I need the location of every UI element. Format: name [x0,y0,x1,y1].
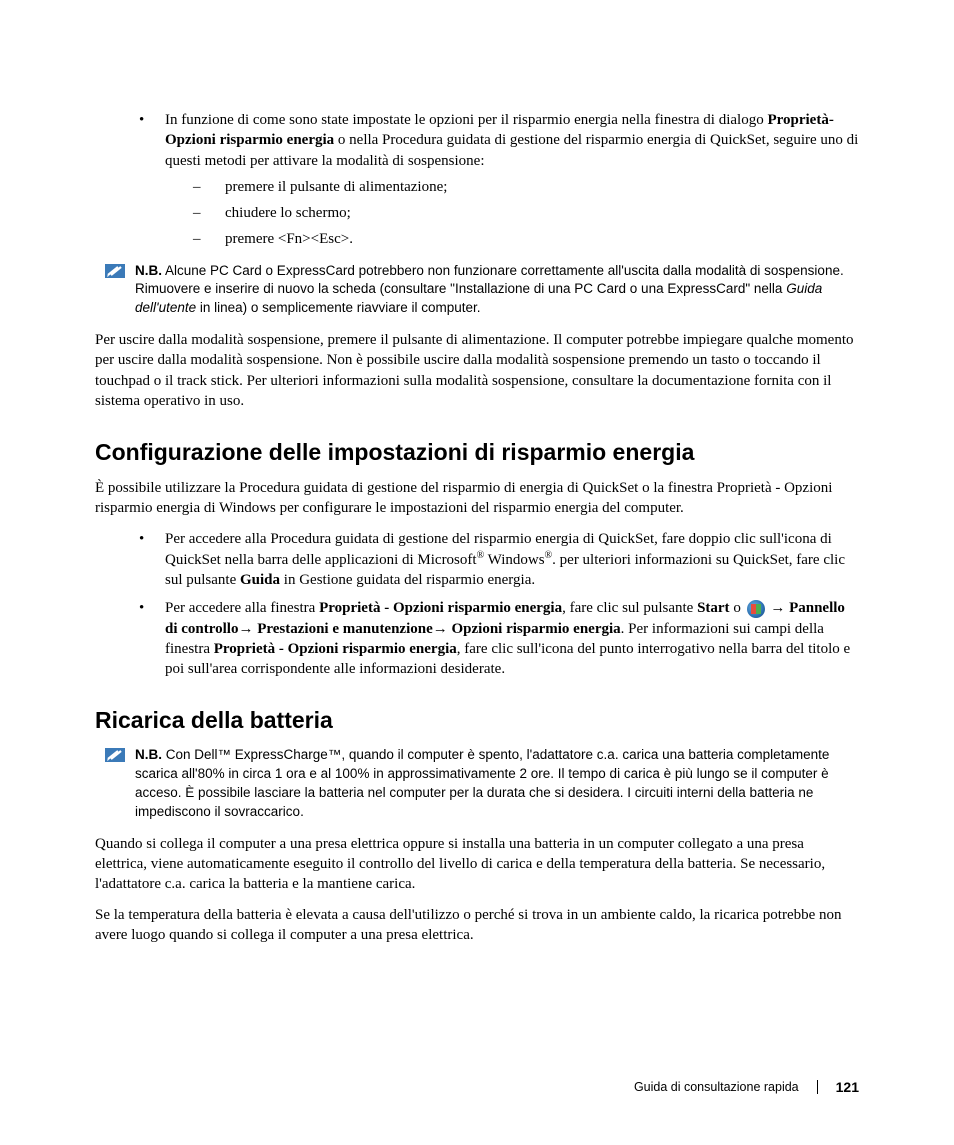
config-bullet-list: Per accedere alla Procedura guidata di g… [135,529,859,680]
text: Windows [484,552,544,568]
list-item: premere il pulsante di alimentazione; [193,177,859,197]
list-item: Per accedere alla finestra Proprietà - O… [135,598,859,679]
note-text: N.B. Alcune PC Card o ExpressCard potreb… [135,262,859,319]
body-paragraph: È possibile utilizzare la Procedura guid… [95,478,859,519]
body-paragraph: Quando si collega il computer a una pres… [95,834,859,895]
note-label: N.B. [135,747,162,762]
note-label: N.B. [135,263,162,278]
text: in Gestione guidata del risparmio energi… [280,572,535,588]
bold-text: Start [697,600,730,616]
note-text: N.B. Con Dell™ ExpressCharge™, quando il… [135,746,859,822]
text: , fare clic sul pulsante [562,600,697,616]
list-item: chiudere lo schermo; [193,203,859,223]
list-item: In funzione di come sono state impostate… [135,110,859,250]
section-heading-config: Configurazione delle impostazioni di ris… [95,439,859,466]
note-box: N.B. Alcune PC Card o ExpressCard potreb… [105,262,859,319]
text: in linea) o semplicemente riavviare il c… [196,300,480,315]
dash-sublist: premere il pulsante di alimentazione; ch… [193,177,859,250]
arrow-icon: → [767,600,790,616]
page-footer: Guida di consultazione rapida 121 [634,1079,859,1095]
footer-title: Guida di consultazione rapida [634,1080,799,1094]
list-item: premere <Fn><Esc>. [193,229,859,249]
intro-bullet-list: In funzione di come sono state impostate… [135,110,859,250]
pencil-icon [105,264,125,278]
list-item: Per accedere alla Procedura guidata di g… [135,529,859,591]
body-paragraph: Per uscire dalla modalità sospensione, p… [95,330,859,411]
section-heading-recharge: Ricarica della batteria [95,707,859,734]
page-content: In funzione di come sono state impostate… [0,0,954,1005]
body-paragraph: Se la temperatura della batteria è eleva… [95,905,859,946]
bold-text: Proprietà - Opzioni risparmio energia [214,641,457,657]
page-number: 121 [836,1079,859,1095]
bold-text: Proprietà - Opzioni risparmio energia [319,600,562,616]
text: Alcune PC Card o ExpressCard potrebbero … [135,263,844,297]
registered-mark: ® [545,550,553,561]
pencil-icon [105,748,125,762]
bold-text: Guida [240,572,280,588]
text: o [730,600,745,616]
text: In funzione di come sono state impostate… [165,112,767,128]
footer-separator [817,1080,818,1094]
text: Per accedere alla finestra [165,600,319,616]
note-box: N.B. Con Dell™ ExpressCharge™, quando il… [105,746,859,822]
text: Con Dell™ ExpressCharge™, quando il comp… [135,747,829,819]
windows-start-icon [747,600,765,618]
